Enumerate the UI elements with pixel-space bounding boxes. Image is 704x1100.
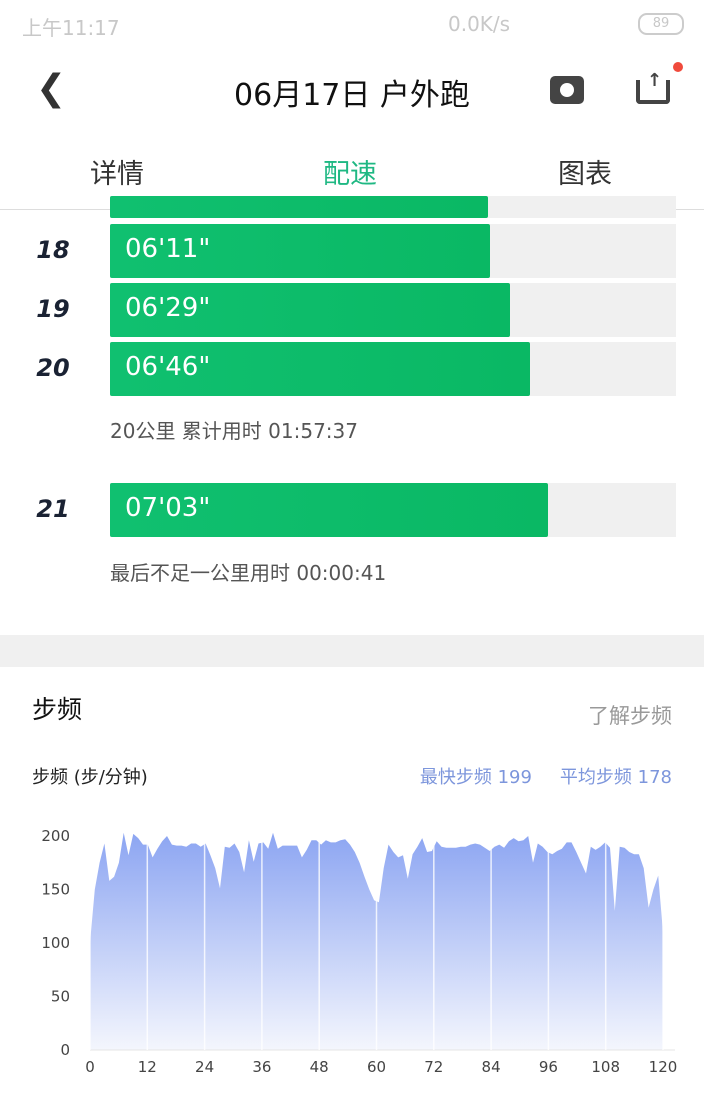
- x-tick-label: 84: [482, 1058, 501, 1076]
- x-tick-label: 108: [591, 1058, 620, 1076]
- cadence-chart: 0 12 24 36 48 60 72 84 96 108 120 0 50 100 150 200: [41, 808, 678, 1076]
- split-km-number: 18: [36, 236, 70, 264]
- split-bar-track: 06'29": [110, 283, 676, 337]
- split-km-number: 19: [36, 295, 70, 323]
- x-tick-label: 24: [195, 1058, 214, 1076]
- tab-details[interactable]: 详情: [90, 159, 144, 190]
- y-tick-label: 200: [41, 827, 70, 845]
- split-km-number: 21: [36, 495, 70, 523]
- x-tick-label: 72: [424, 1058, 443, 1076]
- camera-icon[interactable]: [550, 76, 584, 104]
- section-separator: [0, 635, 704, 667]
- y-tick-label: 0: [60, 1041, 70, 1059]
- split-bar-fill: 07'03": [110, 483, 549, 537]
- tab-charts[interactable]: 图表: [558, 159, 612, 190]
- split-pace: 06'11": [125, 234, 211, 264]
- cadence-title: 步频: [32, 695, 83, 724]
- back-button[interactable]: ❮: [36, 68, 67, 109]
- network-speed: 0.0K/s: [448, 12, 511, 36]
- battery-icon: 89: [638, 13, 684, 35]
- split-km-number: 20: [36, 354, 70, 382]
- split-pace: 07'03": [125, 493, 211, 523]
- split-bar-track: 07'03": [110, 483, 676, 537]
- status-bar: 上午11:17 0.0K/s 89: [0, 0, 704, 50]
- y-tick-label: 50: [51, 988, 70, 1006]
- summary-20km: 20公里 累计用时 01:57:37: [110, 419, 358, 443]
- split-pace: 06'46": [125, 352, 211, 382]
- status-time: 上午11:17: [22, 16, 120, 40]
- split-bar-fill: 06'11": [110, 224, 490, 278]
- split-bar-track: [110, 196, 676, 218]
- split-pace: 06'29": [125, 293, 211, 323]
- notification-dot: [673, 62, 683, 72]
- tab-pace[interactable]: 配速: [323, 159, 377, 190]
- x-tick-label: 0: [85, 1058, 95, 1076]
- split-bar-track: 06'11": [110, 224, 676, 278]
- page-title: 06月17日 户外跑: [234, 78, 470, 113]
- last-partial-km: 最后不足一公里用时 00:00:41: [110, 561, 387, 585]
- x-tick-label: 96: [539, 1058, 558, 1076]
- fastest-cadence: 最快步频 199: [419, 767, 532, 788]
- split-bar-fill: 06'46": [110, 342, 530, 396]
- x-tick-label: 48: [310, 1058, 329, 1076]
- cadence-unit-label: 步频 (步/分钟): [32, 767, 148, 788]
- average-cadence: 平均步频 178: [559, 767, 672, 788]
- split-bar-fill: 06'29": [110, 283, 511, 337]
- x-tick-label: 36: [252, 1058, 271, 1076]
- x-tick-label: 12: [138, 1058, 157, 1076]
- y-tick-label: 150: [41, 881, 70, 899]
- split-bar-track: 06'46": [110, 342, 676, 396]
- y-tick-label: 100: [41, 934, 70, 952]
- split-bar-fill: [110, 196, 489, 218]
- learn-cadence-link[interactable]: 了解步频: [588, 704, 672, 728]
- x-tick-label: 120: [649, 1058, 678, 1076]
- cadence-stats: 最快步频 199 平均步频 178: [392, 763, 672, 789]
- share-icon[interactable]: [636, 70, 670, 104]
- x-tick-label: 60: [367, 1058, 386, 1076]
